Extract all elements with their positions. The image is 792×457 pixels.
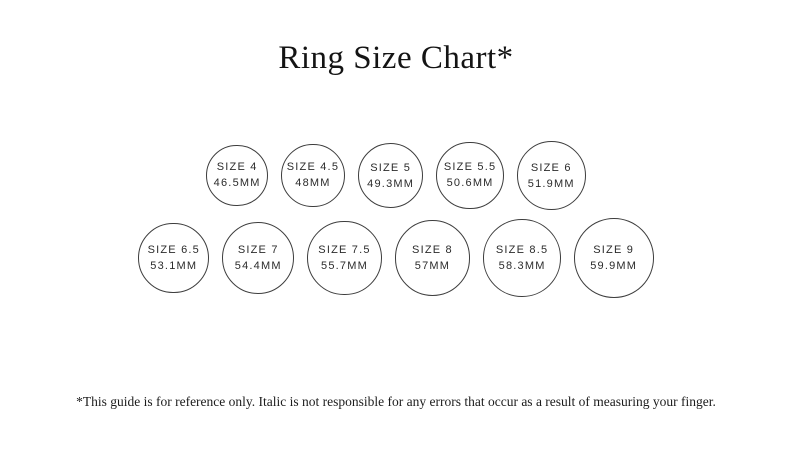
ring-size-label: SIZE 6.5	[147, 243, 200, 256]
ring-circle: SIZE 6.5 53.1MM	[138, 222, 210, 294]
ring-circle: SIZE 5 49.3MM	[357, 142, 424, 209]
ring-size-chart: SIZE 4 46.5MM SIZE 4.5 48MM SIZE 5 49.3MM SIZE…	[0, 141, 792, 298]
ring-circle: SIZE 6 51.9MM	[516, 141, 586, 210]
ring-size-label: SIZE 5	[370, 161, 412, 174]
ring-diameter-label: 50.6MM	[446, 177, 494, 190]
ring-size-label: SIZE 8	[412, 243, 453, 256]
ring-size-label: SIZE 7.5	[318, 243, 371, 256]
ring-diameter-label: 59.9MM	[590, 259, 638, 272]
ring-diameter-label: 46.5MM	[213, 177, 261, 190]
ring-diameter-label: 53.1MM	[150, 259, 198, 272]
ring-circle: SIZE 8 57MM	[394, 219, 471, 296]
ring-diameter-label: 49.3MM	[367, 177, 415, 190]
ring-diameter-label: 54.4MM	[234, 259, 282, 272]
ring-circle: SIZE 4.5 48MM	[281, 143, 345, 208]
ring-diameter-label: 51.9MM	[527, 177, 575, 190]
ring-circle: SIZE 9 59.9MM	[573, 218, 654, 298]
page-title: Ring Size Chart*	[278, 40, 514, 76]
ring-size-label: SIZE 4	[216, 161, 258, 174]
ring-diameter-label: 57MM	[414, 259, 451, 272]
ring-circle: SIZE 7 54.4MM	[222, 221, 295, 295]
ring-size-label: SIZE 5.5	[443, 161, 497, 174]
ring-row-1: SIZE 4 46.5MM SIZE 4.5 48MM SIZE 5 49.3MM SIZE…	[0, 141, 792, 210]
ring-size-label: SIZE 8.5	[495, 243, 549, 256]
ring-diameter-label: 58.3MM	[498, 259, 546, 272]
ring-circle: SIZE 8.5 58.3MM	[483, 219, 561, 297]
ring-circle: SIZE 7.5 55.7MM	[307, 220, 382, 295]
ring-size-label: SIZE 7	[237, 243, 279, 256]
ring-diameter-label: 48MM	[295, 177, 331, 190]
ring-circle: SIZE 5.5 50.6MM	[436, 141, 504, 210]
ring-row-2: SIZE 6.5 53.1MM SIZE 7 54.4MM SIZE 7.5 55.7MM…	[0, 218, 792, 298]
ring-size-label: SIZE 6	[530, 161, 572, 174]
ring-size-label: SIZE 9	[593, 243, 635, 256]
ring-diameter-label: 55.7MM	[321, 259, 368, 272]
ring-size-label: SIZE 4.5	[286, 161, 340, 174]
ring-circle: SIZE 4 46.5MM	[206, 144, 269, 207]
footnote: *This guide is for reference only. Itali…	[76, 394, 716, 409]
